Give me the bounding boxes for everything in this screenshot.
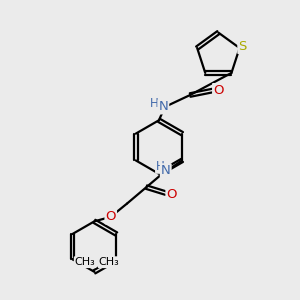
Text: O: O <box>213 84 224 97</box>
Text: O: O <box>167 188 177 201</box>
Text: S: S <box>238 40 247 53</box>
Text: H: H <box>150 98 159 110</box>
Text: O: O <box>106 210 116 224</box>
Text: N: N <box>161 164 171 177</box>
Text: CH₃: CH₃ <box>75 257 95 267</box>
Text: CH₃: CH₃ <box>99 257 119 267</box>
Text: N: N <box>158 100 168 113</box>
Text: H: H <box>156 160 165 173</box>
